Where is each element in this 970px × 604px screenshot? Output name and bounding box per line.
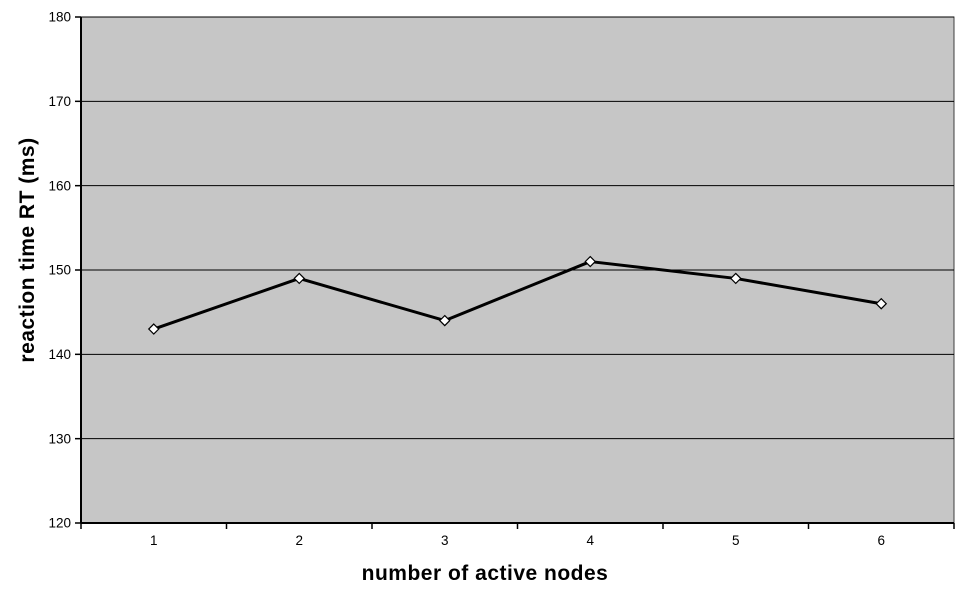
- data-point-marker: [147, 323, 160, 335]
- y-tick-label: 140: [48, 347, 71, 362]
- y-tick-label: 170: [48, 94, 71, 109]
- data-point-marker: [584, 255, 597, 268]
- y-tick-label: 160: [48, 178, 71, 193]
- x-axis-title: number of active nodes: [361, 562, 609, 585]
- x-tick-label: 1: [150, 533, 158, 548]
- data-point-marker: [293, 272, 306, 285]
- y-tick-label: 150: [48, 263, 71, 278]
- data-point-marker: [438, 314, 451, 327]
- data-point-marker: [729, 272, 742, 285]
- y-tick-label: 180: [48, 10, 71, 25]
- data-point-marker: [875, 297, 888, 310]
- y-tick-label: 120: [48, 516, 71, 531]
- x-tick-label: 4: [586, 533, 594, 548]
- y-axis-title: reaction time RT (ms): [16, 137, 39, 363]
- x-tick-label: 2: [295, 533, 303, 548]
- x-tick-label: 5: [732, 533, 740, 548]
- y-tick-label: 130: [48, 431, 71, 446]
- x-tick-label: 6: [877, 533, 885, 548]
- data-series-line: [153, 260, 882, 331]
- x-tick-label: 3: [441, 533, 449, 548]
